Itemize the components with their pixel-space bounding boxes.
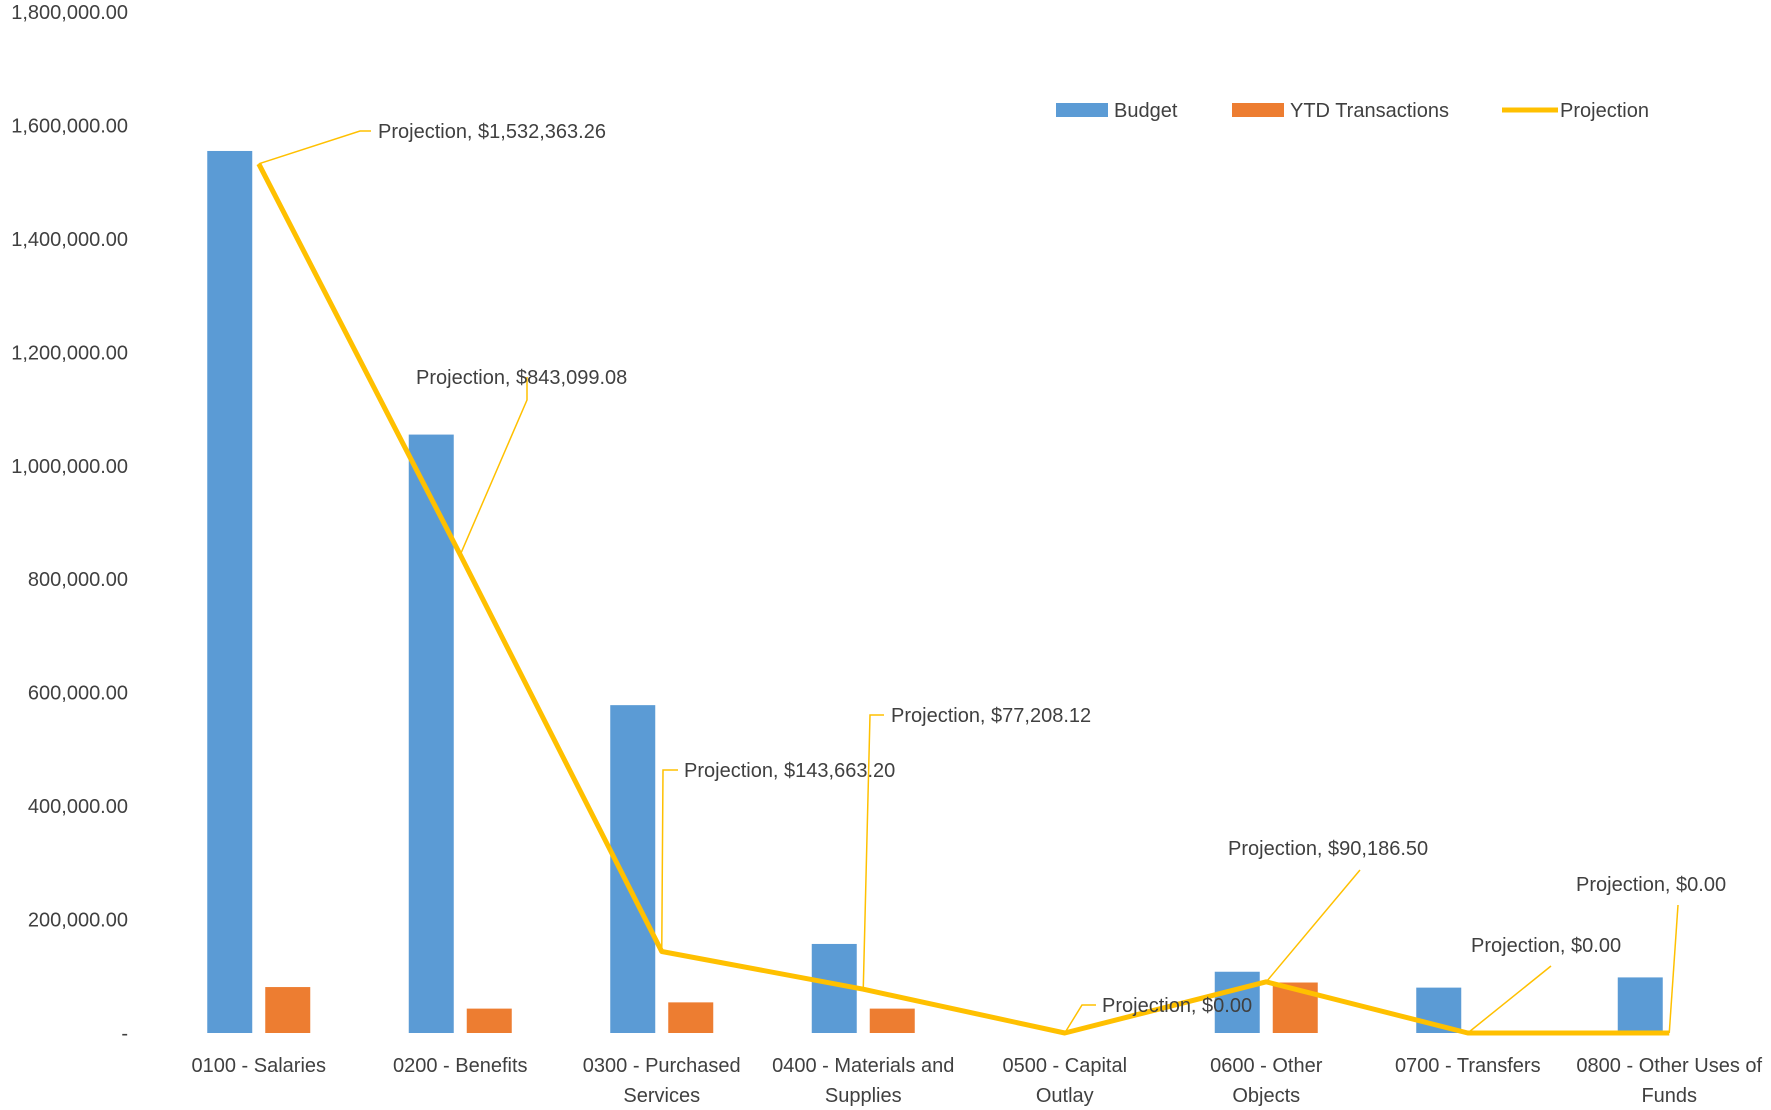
y-tick-label: 1,000,000.00	[11, 456, 128, 478]
legend-swatch	[1232, 103, 1284, 117]
legend-swatch	[1056, 103, 1108, 117]
leader-line	[1265, 869, 1361, 983]
x-tick-label: 0800 - Other Uses of	[1576, 1055, 1762, 1077]
leader-lines	[258, 130, 1679, 1034]
x-tick-label: 0600 - Other	[1210, 1055, 1323, 1077]
budget-bar	[408, 434, 454, 1033]
y-axis: - 200,000.00 400,000.00 600,000.00 800,000.0…	[11, 2, 128, 1045]
projection-line-group	[256, 162, 1670, 1036]
x-tick-label: Outlay	[1036, 1085, 1094, 1107]
budget-bar	[1617, 977, 1663, 1033]
projection-line	[256, 162, 1670, 1036]
data-label: Projection, $143,663.20	[684, 760, 895, 782]
x-tick-label: 0500 - Capital	[1002, 1055, 1127, 1077]
y-tick-label: 1,200,000.00	[11, 342, 128, 364]
leader-line	[862, 714, 884, 990]
legend-label: Projection	[1560, 100, 1649, 122]
y-tick-label: 600,000.00	[28, 683, 128, 705]
data-label: Projection, $0.00	[1102, 995, 1252, 1017]
budget-bar	[1214, 971, 1260, 1033]
x-axis: 0100 - Salaries 0200 - Benefits 0300 - Pur…	[191, 1055, 1762, 1107]
data-label: Projection, $90,186.50	[1228, 838, 1428, 860]
y-tick-label: 1,600,000.00	[11, 115, 128, 137]
ytd-bar	[869, 1008, 915, 1033]
ytd-bar	[265, 987, 311, 1033]
data-label: Projection, $77,208.12	[891, 705, 1091, 727]
budget-bar	[610, 705, 656, 1033]
y-tick-label: -	[121, 1023, 128, 1045]
bars	[207, 150, 1663, 1033]
legend-label: YTD Transactions	[1290, 100, 1449, 122]
x-tick-label: Supplies	[825, 1085, 902, 1107]
data-label: Projection, $1,532,363.26	[378, 121, 606, 143]
data-label: Projection, $0.00	[1471, 935, 1621, 957]
y-tick-label: 200,000.00	[28, 910, 128, 932]
x-tick-label: 0700 - Transfers	[1395, 1055, 1541, 1077]
leader-line	[1467, 965, 1552, 1034]
x-tick-label: Funds	[1641, 1085, 1697, 1107]
y-tick-label: 400,000.00	[28, 796, 128, 818]
y-tick-label: 1,400,000.00	[11, 229, 128, 251]
y-tick-label: 800,000.00	[28, 569, 128, 591]
leader-line	[258, 130, 371, 165]
x-tick-label: 0100 - Salaries	[191, 1055, 326, 1077]
budget-bar	[207, 150, 253, 1033]
leader-line	[459, 377, 528, 556]
x-tick-label: 0400 - Materials and	[772, 1055, 954, 1077]
x-tick-label: Objects	[1232, 1085, 1300, 1107]
ytd-bar	[466, 1008, 512, 1033]
ytd-bar	[668, 1002, 714, 1033]
legend: Budget YTD Transactions Projection	[1056, 100, 1649, 122]
x-tick-label: 0300 - Purchased	[583, 1055, 741, 1077]
x-tick-label: 0200 - Benefits	[393, 1055, 528, 1077]
leader-line	[661, 769, 678, 952]
legend-label: Budget	[1114, 100, 1178, 122]
x-tick-label: Services	[623, 1085, 700, 1107]
data-label: Projection, $843,099.08	[416, 367, 627, 389]
data-labels: Projection, $1,532,363.26 Projection, $84…	[378, 121, 1726, 1017]
y-tick-label: 1,800,000.00	[11, 2, 128, 24]
leader-line	[1064, 1004, 1096, 1034]
data-label: Projection, $0.00	[1576, 874, 1726, 896]
leader-line	[1668, 904, 1679, 1034]
